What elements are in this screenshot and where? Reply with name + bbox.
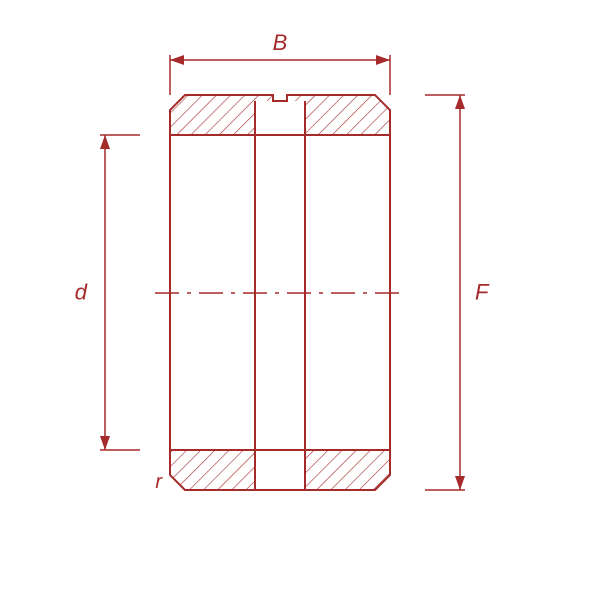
label-r: r [155,471,163,493]
arrowhead [170,55,184,65]
arrowhead [100,135,110,149]
arrowhead [455,476,465,490]
arrowhead [376,55,390,65]
label-B: B [273,30,288,55]
bore-gap-bottom [255,450,305,490]
arrowhead [455,95,465,109]
label-F: F [475,280,490,305]
arrowhead [100,436,110,450]
bore-gap-top [255,101,305,135]
bearing-cross-section-diagram: Bd Fr [0,0,600,600]
label-d: d [75,280,88,305]
